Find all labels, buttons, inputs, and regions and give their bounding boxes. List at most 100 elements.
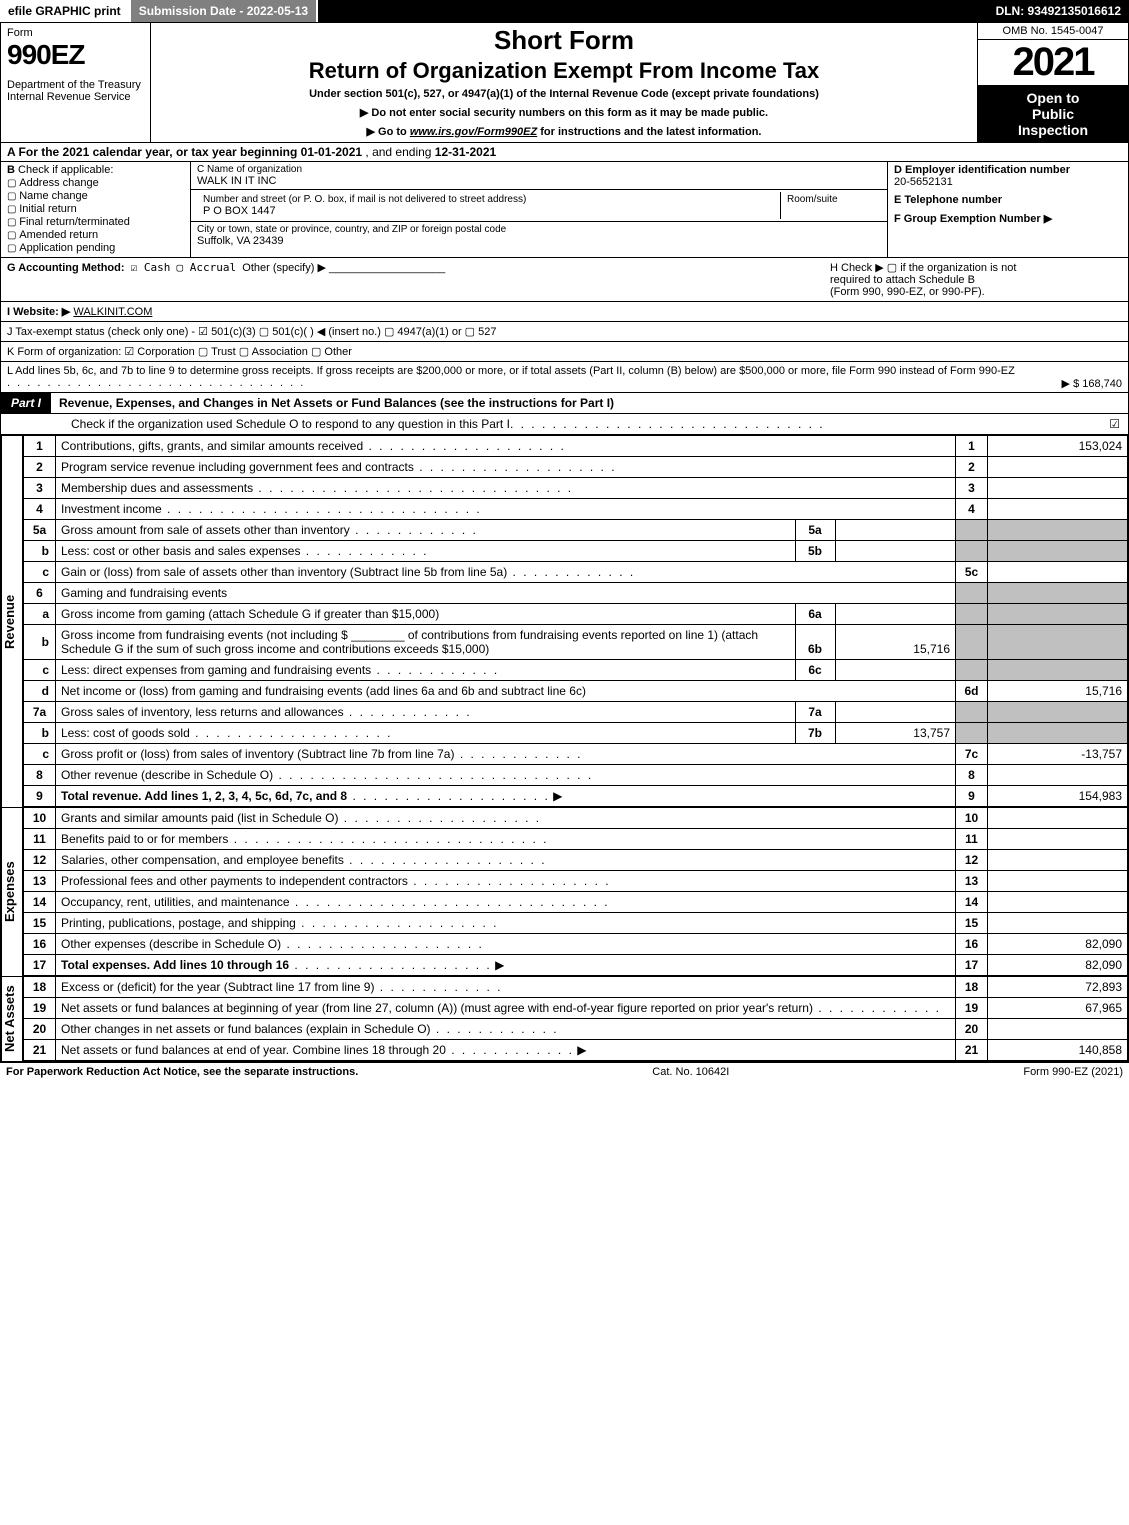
line-a-begin: 01-01-2021 (301, 145, 362, 159)
l5c-box: 5c (956, 562, 988, 583)
l5a-desc: Gross amount from sale of assets other t… (61, 523, 350, 537)
l5b-boxg (956, 541, 988, 562)
g-other[interactable]: Other (specify) ▶ (242, 262, 326, 274)
l18-amt: 72,893 (988, 977, 1128, 998)
revenue-section: Revenue 1Contributions, gifts, grants, a… (1, 435, 1128, 807)
c-name-label: C Name of organization (197, 164, 881, 175)
l5a-amtg (988, 520, 1128, 541)
website-value[interactable]: WALKINIT.COM (73, 306, 152, 318)
l7c-amt: -13,757 (988, 744, 1128, 765)
l10-num: 10 (24, 808, 56, 829)
l13-box: 13 (956, 871, 988, 892)
l6-desc: Gaming and fundraising events (56, 583, 956, 604)
l10-amt (988, 808, 1128, 829)
l6b-amtg (988, 625, 1128, 660)
chk-initial-return[interactable]: Initial return (7, 203, 184, 215)
l2-amt (988, 457, 1128, 478)
l5b-amtg (988, 541, 1128, 562)
efile-print-label[interactable]: efile GRAPHIC print (0, 0, 131, 22)
l21-amt: 140,858 (988, 1040, 1128, 1061)
line-16: 16Other expenses (describe in Schedule O… (24, 934, 1128, 955)
chk-amended-return[interactable]: Amended return (7, 229, 184, 241)
l6b-ibox: 6b (795, 625, 835, 659)
l18-desc: Excess or (deficit) for the year (Subtra… (61, 980, 374, 994)
part-1-checkbox[interactable]: ☑ (1101, 414, 1128, 434)
d-ein-label: D Employer identification number (894, 164, 1070, 176)
l2-num: 2 (24, 457, 56, 478)
l2-box: 2 (956, 457, 988, 478)
header-right: OMB No. 1545-0047 2021 Open to Public In… (978, 23, 1128, 142)
l6c-amtg (988, 660, 1128, 681)
g-accrual[interactable]: ▢ Accrual (177, 261, 237, 274)
l11-box: 11 (956, 829, 988, 850)
l6c-desc: Less: direct expenses from gaming and fu… (61, 663, 371, 677)
line-3: 3Membership dues and assessments3 (24, 478, 1128, 499)
l7a-iamt (835, 702, 955, 722)
l6d-num: d (24, 681, 56, 702)
l7a-desc: Gross sales of inventory, less returns a… (61, 705, 344, 719)
line-7b: bLess: cost of goods sold7b13,757 (24, 723, 1128, 744)
l9-desc: Total revenue. Add lines 1, 2, 3, 4, 5c,… (61, 789, 347, 803)
footer-left: For Paperwork Reduction Act Notice, see … (6, 1066, 358, 1078)
l7a-num: 7a (24, 702, 56, 723)
line-l: L Add lines 5b, 6c, and 7b to line 9 to … (1, 362, 1128, 393)
line-i: I Website: ▶ WALKINIT.COM (1, 302, 1128, 322)
column-d: D Employer identification number 20-5652… (888, 162, 1128, 257)
line-18: 18Excess or (deficit) for the year (Subt… (24, 977, 1128, 998)
l17-num: 17 (24, 955, 56, 976)
ein-value: 20-5652131 (894, 176, 953, 188)
line-a-mid: , and ending (362, 145, 435, 159)
ssn-warning: ▶ Do not enter social security numbers o… (157, 106, 971, 119)
l-text: L Add lines 5b, 6c, and 7b to line 9 to … (7, 365, 1015, 377)
form-container: Form 990EZ Department of the Treasury In… (0, 22, 1129, 1062)
l6-num: 6 (24, 583, 56, 604)
l6a-desc: Gross income from gaming (attach Schedul… (61, 607, 439, 621)
l20-num: 20 (24, 1019, 56, 1040)
l5a-boxg (956, 520, 988, 541)
l7c-num: c (24, 744, 56, 765)
line-10: 10Grants and similar amounts paid (list … (24, 808, 1128, 829)
l6b-boxg (956, 625, 988, 660)
l21-box: 21 (956, 1040, 988, 1061)
expenses-vlabel: Expenses (1, 807, 23, 976)
l6a-amtg (988, 604, 1128, 625)
header-left: Form 990EZ Department of the Treasury In… (1, 23, 151, 142)
l6-amtg (988, 583, 1128, 604)
l4-desc: Investment income (61, 502, 162, 516)
chk-name-change[interactable]: Name change (7, 190, 184, 202)
line-7a: 7a Gross sales of inventory, less returns… (24, 702, 1128, 723)
line-6b: bGross income from fundraising events (n… (24, 625, 1128, 660)
l12-num: 12 (24, 850, 56, 871)
goto-link[interactable]: www.irs.gov/Form990EZ (410, 126, 537, 138)
l7b-iamt: 13,757 (835, 723, 955, 743)
l1-amt: 153,024 (988, 436, 1128, 457)
open-line-3: Inspection (980, 122, 1126, 138)
h-line-2: required to attach Schedule B (830, 274, 1122, 286)
open-line-1: Open to (980, 90, 1126, 106)
l19-num: 19 (24, 998, 56, 1019)
form-number: 990EZ (7, 39, 144, 71)
l19-desc: Net assets or fund balances at beginning… (61, 1001, 813, 1015)
l19-amt: 67,965 (988, 998, 1128, 1019)
i-label: I Website: ▶ (7, 306, 70, 318)
chk-final-return[interactable]: Final return/terminated (7, 216, 184, 228)
line-1: 1Contributions, gifts, grants, and simil… (24, 436, 1128, 457)
l13-amt (988, 871, 1128, 892)
line-5b: bLess: cost or other basis and sales exp… (24, 541, 1128, 562)
open-line-2: Public (980, 106, 1126, 122)
l6a-boxg (956, 604, 988, 625)
chk-application-pending[interactable]: Application pending (7, 242, 184, 254)
g-cash[interactable]: ☑ Cash (131, 261, 171, 274)
l6b-iamt: 15,716 (835, 625, 955, 659)
line-a-end: 12-31-2021 (435, 145, 496, 159)
l6a-iamt (835, 604, 955, 624)
chk-address-change[interactable]: Address change (7, 177, 184, 189)
l15-desc: Printing, publications, postage, and shi… (61, 916, 296, 930)
l11-amt (988, 829, 1128, 850)
form-word: Form (7, 27, 144, 39)
l5b-num: b (24, 541, 56, 562)
l5a-num: 5a (24, 520, 56, 541)
line-21: 21Net assets or fund balances at end of … (24, 1040, 1128, 1061)
org-name: WALK IN IT INC (197, 175, 881, 187)
l7b-ibox: 7b (795, 723, 835, 743)
